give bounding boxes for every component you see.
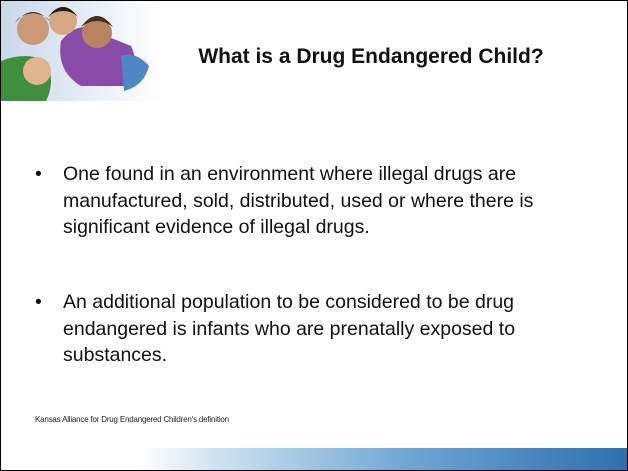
bullet-item: • One found in an environment where ille… [35,161,595,241]
footnote: Kansas Alliance for Drug Endangered Chil… [35,415,229,424]
bullet-dot: • [35,289,63,369]
slide-title: What is a Drug Endangered Child? [131,45,611,69]
bottom-bar [141,448,627,470]
slide: What is a Drug Endangered Child? • One f… [0,0,628,471]
bullet-text: One found in an environment where illega… [63,161,583,241]
bullet-dot: • [35,161,63,241]
bullet-item: • An additional population to be conside… [35,289,595,369]
bullet-text: An additional population to be considere… [63,289,583,369]
